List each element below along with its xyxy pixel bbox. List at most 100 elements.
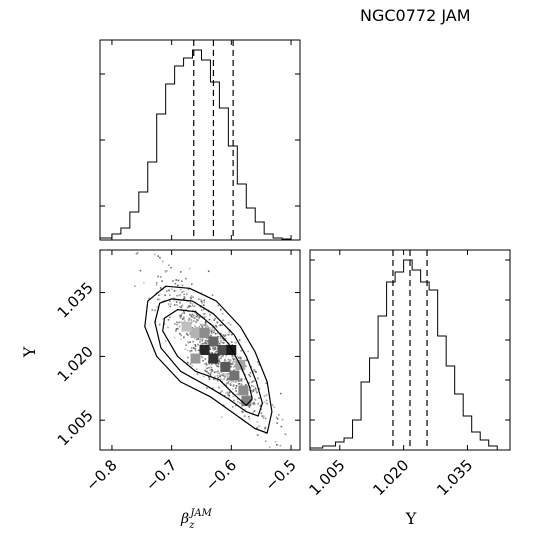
scatter-point: [159, 287, 162, 289]
scatter-point: [197, 349, 200, 352]
scatter-point: [228, 330, 231, 333]
scatter-point: [208, 363, 210, 365]
scatter-point: [174, 282, 177, 285]
scatter-point: [194, 348, 197, 350]
scatter-point: [211, 294, 214, 296]
figure-title: NGC0772 JAM: [360, 6, 471, 25]
scatter-point: [264, 428, 266, 430]
scatter-point: [183, 317, 185, 320]
scatter-point: [236, 393, 239, 395]
scatter-point: [180, 334, 182, 337]
scatter-point: [238, 357, 240, 359]
scatter-point: [260, 412, 263, 415]
scatter-point: [202, 313, 205, 316]
scatter-point: [253, 410, 256, 412]
scatter-point: [215, 350, 217, 353]
scatter-point: [263, 401, 266, 404]
scatter-point: [189, 296, 192, 299]
scatter-point: [224, 358, 226, 361]
scatter-point: [211, 352, 213, 354]
scatter-point: [166, 290, 168, 292]
scatter-point: [181, 318, 184, 320]
scatter-point: [227, 382, 229, 384]
scatter-point: [191, 283, 193, 285]
scatter-point: [274, 440, 277, 443]
scatter-point: [252, 368, 255, 371]
scatter-point: [221, 341, 224, 344]
scatter-point: [162, 260, 164, 263]
scatter-point: [220, 371, 223, 374]
joint-x-tick-label-2: −0.6: [202, 456, 240, 494]
scatter-point: [252, 370, 254, 373]
joint-y-tick-label-2: 1.035: [54, 279, 97, 322]
scatter-point: [164, 294, 166, 297]
scatter-point: [203, 301, 205, 304]
density-cell-7: [229, 370, 240, 381]
scatter-point: [207, 343, 210, 346]
scatter-point: [200, 291, 203, 294]
scatter-point: [185, 332, 188, 335]
scatter-point: [195, 313, 198, 315]
scatter-point: [213, 331, 215, 334]
scatter-point: [265, 399, 268, 402]
scatter-point: [232, 395, 234, 398]
scatter-point: [174, 323, 176, 325]
scatter-point: [221, 374, 223, 377]
scatter-point: [200, 343, 203, 345]
joint-density-frame: [99, 249, 301, 451]
scatter-point: [201, 302, 203, 305]
scatter-point: [237, 398, 239, 400]
scatter-point: [222, 374, 225, 377]
scatter-point: [176, 321, 178, 323]
scatter-point: [228, 394, 230, 397]
scatter-point: [188, 304, 190, 307]
scatter-point: [249, 375, 252, 378]
scatter-point: [228, 360, 231, 363]
scatter-point: [194, 344, 197, 346]
scatter-point: [245, 359, 248, 361]
scatter-point: [223, 359, 226, 362]
scatter-point: [181, 291, 183, 293]
scatter-point: [232, 361, 235, 363]
scatter-point: [249, 372, 252, 374]
scatter-point: [229, 329, 232, 331]
scatter-point: [179, 302, 181, 304]
scatter-point: [214, 378, 216, 381]
scatter-point: [227, 373, 229, 375]
scatter-point: [258, 388, 261, 390]
joint-y-tick-labels: 1.005 1.020 1.035: [54, 279, 97, 450]
scatter-point: [215, 363, 217, 365]
joint-x-tick-label-0: −0.8: [82, 456, 120, 494]
scatter-point: [186, 349, 189, 352]
scatter-point: [181, 305, 183, 307]
beta-histogram-step: [99, 49, 300, 241]
scatter-point: [209, 373, 212, 376]
scatter-point: [224, 360, 227, 362]
scatter-point: [164, 271, 167, 273]
joint-y-tick-label-1: 1.020: [54, 342, 97, 385]
scatter-point: [180, 321, 182, 323]
scatter-point: [220, 308, 222, 311]
scatter-point: [200, 306, 202, 309]
scatter-point: [214, 331, 216, 334]
scatter-point: [231, 355, 234, 357]
scatter-point: [240, 378, 243, 380]
scatter-point: [187, 288, 190, 291]
scatter-point: [162, 288, 165, 290]
scatter-point: [265, 382, 267, 384]
scatter-point: [176, 304, 178, 306]
joint-x-tick-labels: −0.8 −0.7 −0.6 −0.5: [82, 456, 300, 494]
scatter-point: [179, 300, 181, 303]
scatter-point: [209, 313, 211, 316]
scatter-point: [261, 415, 263, 417]
scatter-point: [194, 325, 196, 327]
scatter-point: [180, 315, 182, 318]
scatter-point: [239, 356, 241, 358]
scatter-point: [194, 326, 197, 329]
contour-2: [144, 285, 273, 434]
scatter-point: [255, 390, 258, 393]
scatter-point: [213, 319, 215, 321]
scatter-point: [218, 372, 220, 375]
scatter-point: [170, 303, 172, 305]
scatter-point: [196, 318, 198, 321]
